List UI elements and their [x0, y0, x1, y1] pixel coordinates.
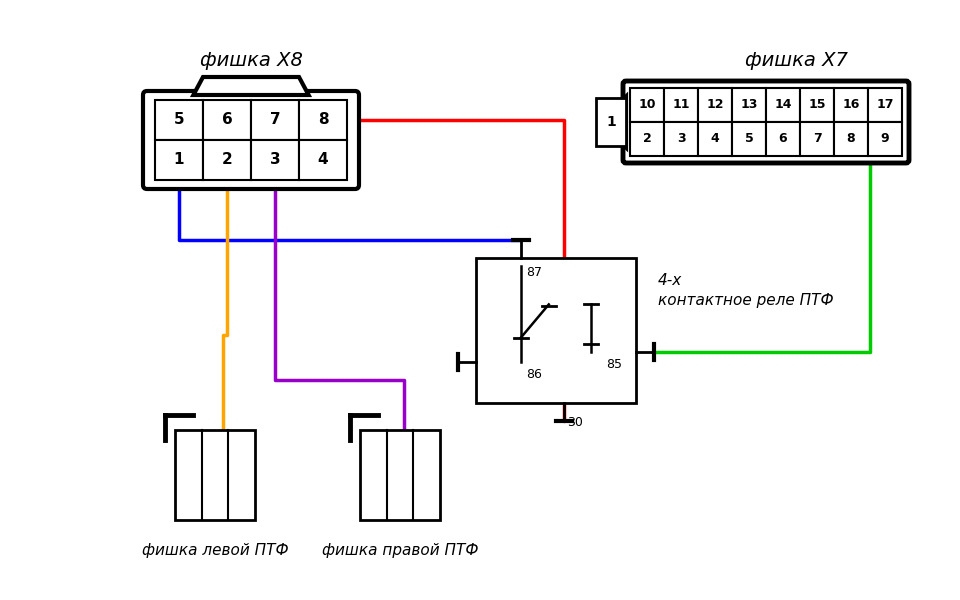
FancyBboxPatch shape	[623, 81, 909, 163]
Text: 14: 14	[775, 98, 792, 112]
Text: 9: 9	[880, 133, 889, 145]
Bar	[664, 122, 698, 156]
Text: 85: 85	[606, 358, 622, 371]
Bar	[203, 100, 251, 140]
Polygon shape	[599, 97, 626, 148]
Text: 1: 1	[174, 152, 184, 167]
Text: 4: 4	[318, 152, 328, 167]
Bar	[698, 122, 732, 156]
Text: 4: 4	[710, 133, 719, 145]
Bar	[175, 430, 255, 520]
Bar	[766, 122, 800, 156]
Bar	[251, 140, 299, 180]
Text: 17: 17	[876, 98, 894, 112]
Text: 1: 1	[606, 115, 616, 129]
Bar	[476, 258, 636, 403]
Bar	[834, 122, 868, 156]
Text: контактное реле ПТФ: контактное реле ПТФ	[658, 293, 833, 308]
Text: 8: 8	[847, 133, 855, 145]
Bar	[360, 430, 440, 520]
Text: 8: 8	[318, 113, 328, 127]
Bar	[630, 122, 664, 156]
Bar	[203, 140, 251, 180]
Text: 11: 11	[672, 98, 689, 112]
Text: 7: 7	[812, 133, 822, 145]
Text: 16: 16	[842, 98, 860, 112]
Bar	[868, 122, 902, 156]
Text: 13: 13	[740, 98, 757, 112]
Text: 3: 3	[270, 152, 280, 167]
Bar	[630, 88, 664, 122]
Bar	[251, 100, 299, 140]
Text: фишка X7: фишка X7	[745, 50, 848, 70]
Text: фишка X8: фишка X8	[200, 50, 302, 70]
Polygon shape	[193, 77, 308, 95]
Text: 6: 6	[779, 133, 787, 145]
Text: 86: 86	[526, 368, 541, 381]
Text: 15: 15	[808, 98, 826, 112]
Text: 2: 2	[642, 133, 652, 145]
Text: 5: 5	[174, 113, 184, 127]
Bar	[664, 88, 698, 122]
Text: 10: 10	[638, 98, 656, 112]
Bar	[732, 122, 766, 156]
Bar	[834, 88, 868, 122]
FancyBboxPatch shape	[143, 91, 359, 189]
Text: фишка левой ПТФ: фишка левой ПТФ	[142, 542, 288, 557]
Text: 3: 3	[677, 133, 685, 145]
Text: 30: 30	[567, 416, 583, 430]
Bar	[299, 100, 347, 140]
Text: 2: 2	[222, 152, 232, 167]
Bar	[868, 88, 902, 122]
Text: 5: 5	[745, 133, 754, 145]
Text: 12: 12	[707, 98, 724, 112]
Text: 4-х: 4-х	[658, 273, 683, 288]
Bar	[698, 88, 732, 122]
Bar	[766, 88, 800, 122]
Bar	[800, 88, 834, 122]
Bar	[732, 88, 766, 122]
Bar	[299, 140, 347, 180]
Bar	[155, 100, 203, 140]
Text: 6: 6	[222, 113, 232, 127]
Bar	[155, 140, 203, 180]
Bar	[596, 98, 626, 146]
Text: 7: 7	[270, 113, 280, 127]
Text: фишка правой ПТФ: фишка правой ПТФ	[322, 542, 478, 557]
Text: 87: 87	[526, 265, 541, 278]
Bar	[800, 122, 834, 156]
